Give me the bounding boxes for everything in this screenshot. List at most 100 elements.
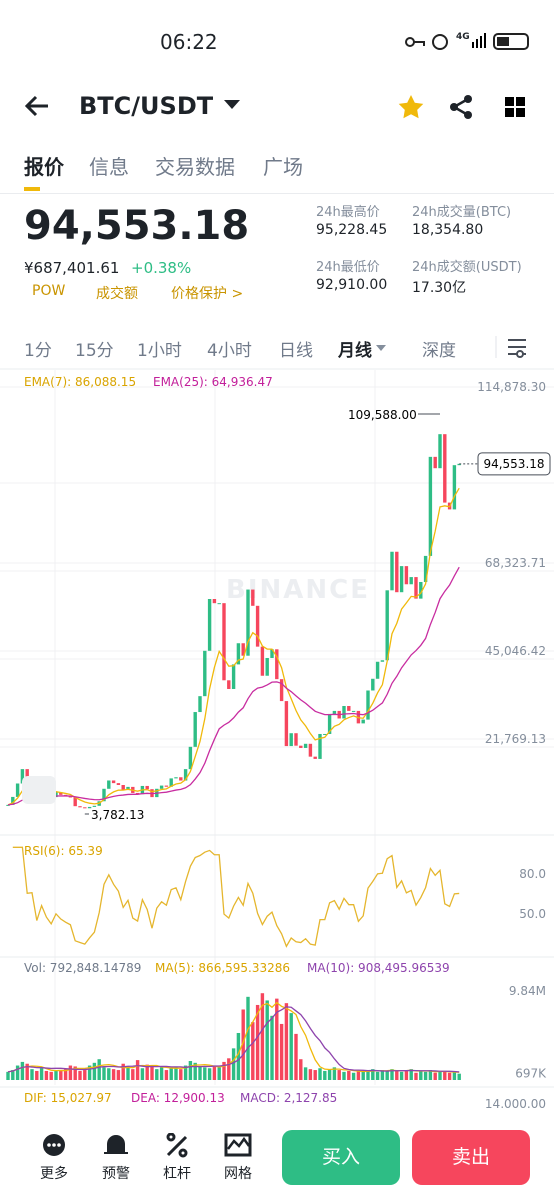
tab[interactable]: 报价 (24, 155, 64, 179)
vol-tick-label: 697K (515, 1067, 547, 1081)
macd-tick-label: 14,000.00 (485, 1097, 546, 1111)
volume-bar (414, 1072, 418, 1080)
volume-bar (265, 1000, 269, 1080)
volume-bar (227, 1058, 231, 1080)
candle (159, 785, 164, 789)
interval[interactable]: 15分 (75, 341, 114, 361)
candle (457, 463, 461, 466)
candle (207, 599, 212, 651)
volume-bar (174, 1066, 178, 1080)
volume-bar (428, 1070, 433, 1080)
volume-bar (289, 1013, 293, 1080)
nav-item[interactable]: 杠杆 (163, 1166, 191, 1182)
volume-bar (443, 1070, 447, 1080)
rsi-line (12, 846, 460, 948)
volume-bar (409, 1069, 413, 1080)
chart-settings[interactable] (494, 334, 534, 360)
vol-label: MA(5): 866,595.33286 (155, 961, 290, 975)
candle (6, 804, 10, 806)
volume-bar (121, 1063, 125, 1080)
candle (428, 456, 433, 556)
volume-bar (102, 1067, 106, 1080)
ema-line (7, 566, 460, 806)
candle (59, 792, 63, 795)
candle (241, 643, 245, 656)
candle (73, 797, 77, 807)
volume-bar (351, 1072, 356, 1080)
candle (308, 743, 313, 757)
interval[interactable]: 1分 (24, 341, 52, 361)
candle (371, 678, 375, 691)
candle (299, 745, 303, 748)
candle (203, 650, 207, 697)
y-tick-label: 114,878.30 (477, 380, 546, 394)
volume-bar (404, 1070, 409, 1080)
interval[interactable]: 1小时 (137, 341, 182, 361)
header-actions[interactable] (398, 94, 538, 120)
candle (198, 696, 202, 713)
volume-bar (347, 1070, 351, 1080)
buy-button[interactable]: 买入 (282, 1130, 400, 1185)
volume-bar (212, 1065, 217, 1080)
candle (375, 661, 380, 679)
candle (116, 783, 121, 786)
interval[interactable]: 月线 (338, 341, 372, 361)
volume-bar (15, 1065, 20, 1080)
volume-bar (260, 993, 265, 1080)
y-tick-label: 68,323.71 (485, 556, 546, 570)
tag[interactable]: 价格保护 > (171, 286, 244, 302)
volume-bar (83, 1070, 87, 1080)
tag[interactable]: 成交额 (96, 286, 138, 302)
candle (409, 577, 413, 585)
candle (452, 465, 457, 510)
stat-label: 24h最高价 (316, 205, 380, 220)
candle (419, 581, 423, 599)
interval-dropdown[interactable] (373, 343, 389, 353)
volume-bar (63, 1069, 68, 1080)
vol-label: MA(10): 908,495.96539 (307, 961, 450, 975)
low-label: 3,782.13 (91, 808, 144, 822)
back-button[interactable] (24, 94, 52, 118)
interval[interactable]: 日线 (279, 341, 313, 361)
nav-item[interactable]: 更多 (40, 1166, 68, 1182)
volume-bar (294, 1033, 298, 1080)
rsi-tick-label: 80.0 (519, 867, 546, 881)
candle (351, 710, 356, 712)
volume-bar (54, 1070, 58, 1080)
candle (179, 777, 183, 781)
volume-bar (49, 1071, 53, 1080)
volume-bar (270, 1015, 274, 1080)
candle (332, 710, 337, 714)
interval[interactable]: 深度 (422, 341, 456, 361)
stat-value: 92,910.00 (316, 277, 388, 293)
pair-title[interactable]: BTC/USDT (79, 92, 214, 120)
volume-bar (25, 1063, 29, 1080)
volume-bar (395, 1070, 399, 1080)
volume-bar (361, 1071, 365, 1080)
volume-bar (419, 1070, 423, 1080)
candle (92, 805, 97, 807)
candle (135, 792, 140, 795)
nav-item[interactable]: 预警 (102, 1166, 130, 1182)
interval[interactable]: 4小时 (207, 341, 252, 361)
volume-bar (342, 1071, 346, 1080)
candle (275, 649, 279, 680)
volume-bar (59, 1070, 63, 1080)
candle (414, 577, 418, 599)
tab[interactable]: 交易数据 (155, 155, 235, 179)
volume-bar (111, 1069, 116, 1080)
pair-dropdown[interactable] (224, 100, 240, 110)
tag[interactable]: POW (32, 283, 66, 299)
tab[interactable]: 广场 (263, 155, 303, 179)
candle (255, 605, 260, 647)
sell-button[interactable]: 卖出 (412, 1130, 530, 1185)
candle (438, 434, 442, 469)
candle (265, 657, 269, 676)
volume-bar (457, 1073, 461, 1080)
tab[interactable]: 信息 (89, 155, 129, 179)
change: +0.38% (131, 259, 192, 277)
candle (270, 649, 274, 658)
candle (87, 806, 92, 809)
volume-bar (39, 1068, 44, 1080)
nav-item[interactable]: 网格 (224, 1166, 252, 1182)
